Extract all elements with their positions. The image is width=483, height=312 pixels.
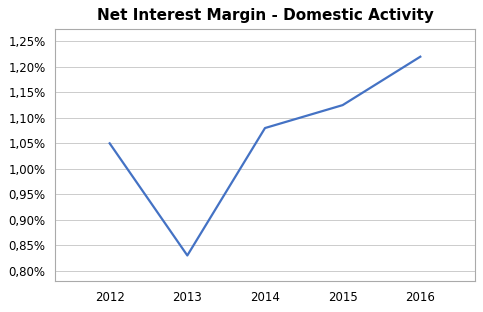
Title: Net Interest Margin - Domestic Activity: Net Interest Margin - Domestic Activity [97, 8, 433, 23]
